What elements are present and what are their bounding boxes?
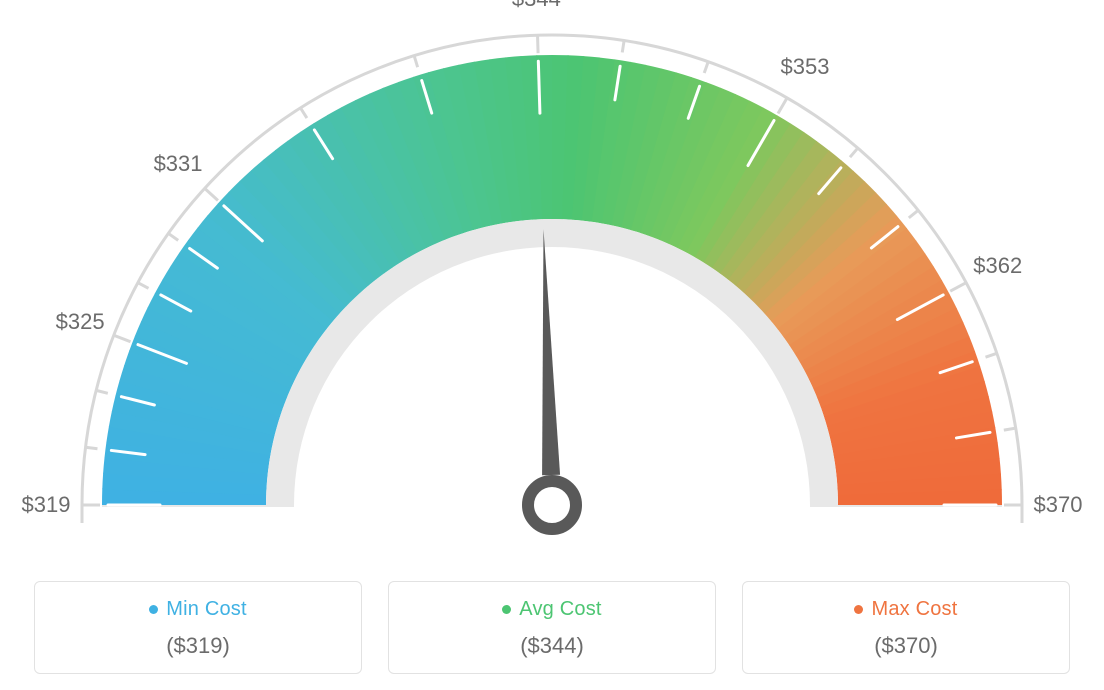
gauge-tick-label: $331 [154,151,203,177]
gauge-tick-label: $319 [22,492,71,518]
legend-title-text: Max Cost [871,598,957,621]
gauge-tick-label: $344 [512,0,561,12]
gauge-chart: $319 $325 $331 $344 $353 $362 $370 [0,0,1104,560]
gauge-tick-label: $325 [56,309,105,335]
legend-title-max: Max Cost [854,598,957,621]
legend-value-avg: ($344) [389,633,715,659]
gauge-tick-label: $370 [1034,492,1083,518]
gauge-svg [0,0,1104,560]
legend-title-min: Min Cost [149,598,247,621]
legend-value-min: ($319) [35,633,361,659]
gauge-tick-label: $362 [973,253,1022,279]
legend-card-avg: Avg Cost ($344) [388,581,716,674]
legend-card-min: Min Cost ($319) [34,581,362,674]
dot-icon [149,605,158,614]
dot-icon [502,605,511,614]
legend-title-avg: Avg Cost [502,598,601,621]
legend-title-text: Avg Cost [519,598,601,621]
gauge-tick-label: $353 [781,54,830,80]
legend-value-max: ($370) [743,633,1069,659]
dot-icon [854,605,863,614]
legend-card-max: Max Cost ($370) [742,581,1070,674]
legend-row: Min Cost ($319) Avg Cost ($344) Max Cost… [34,581,1070,674]
legend-title-text: Min Cost [166,598,247,621]
